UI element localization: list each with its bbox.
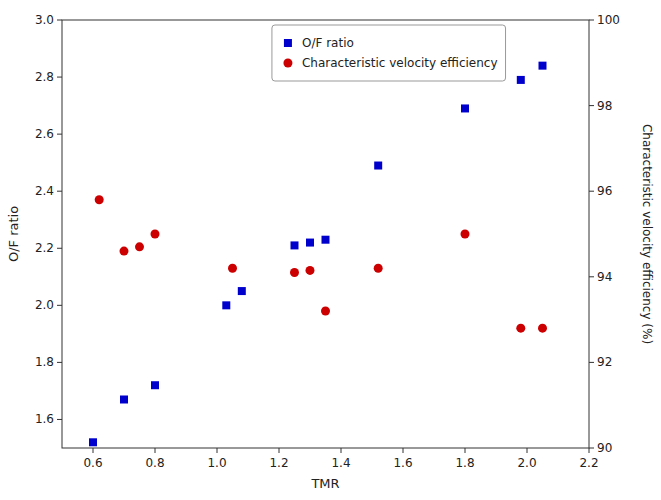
x-tick-label: 1.4 (331, 456, 350, 470)
legend-marker (283, 59, 292, 68)
point (238, 287, 246, 295)
x-tick (155, 448, 156, 453)
x-tick (341, 448, 342, 453)
point (95, 195, 104, 204)
x-tick (465, 448, 466, 453)
point (306, 266, 315, 275)
y-tick-label: 1.6 (35, 412, 54, 426)
x-tick (589, 448, 590, 453)
point (228, 264, 237, 273)
legend: O/F ratio Characteristic velocity efficie… (272, 25, 506, 81)
point (517, 76, 525, 84)
point (120, 247, 129, 256)
y2-axis-label: Characteristic velocity efficiency (%) (640, 124, 654, 344)
y2-tick (589, 191, 594, 192)
point (89, 438, 97, 446)
legend-label: O/F ratio (302, 36, 354, 50)
y-tick (57, 362, 62, 363)
series-0 (89, 62, 547, 447)
y-tick (57, 305, 62, 306)
y-tick (57, 20, 62, 21)
x-tick-label: 1.2 (269, 456, 288, 470)
x-tick-label: 1.0 (207, 456, 226, 470)
y-tick-label: 2.6 (35, 127, 54, 141)
y-tick-label: 1.8 (35, 355, 54, 369)
x-tick (217, 448, 218, 453)
legend-item: O/F ratio (284, 36, 354, 50)
y-tick-label: 2.0 (35, 298, 54, 312)
point (539, 62, 547, 70)
plot-area (89, 62, 547, 447)
point (222, 301, 230, 309)
plot-frame (62, 20, 589, 448)
y-tick-label: 3.0 (35, 13, 54, 27)
point (135, 242, 144, 251)
x-axis-label: TMR (310, 476, 339, 491)
chart: 0.6 0.8 1.0 1.2 1.4 1.6 1.8 2.0 2.2 1.6 1.8 2.0 2.2 2… (0, 0, 661, 500)
point (151, 230, 160, 239)
y2-tick-label: 92 (597, 355, 612, 369)
point (291, 241, 299, 249)
y2-tick (589, 448, 594, 449)
point (120, 395, 128, 403)
point (374, 162, 382, 170)
series-1 (95, 195, 547, 332)
x-tick (527, 448, 528, 453)
point (322, 236, 330, 244)
x-tick-label: 2.0 (517, 456, 536, 470)
y-tick (57, 77, 62, 78)
y-tick (57, 248, 62, 249)
y2-tick (589, 362, 594, 363)
point (538, 324, 547, 333)
y2-tick (589, 276, 594, 277)
point (374, 264, 383, 273)
legend-marker (284, 39, 292, 47)
y2-tick-label: 98 (597, 99, 612, 113)
x-tick-label: 2.2 (579, 456, 598, 470)
y-tick-label: 2.8 (35, 70, 54, 84)
y2-tick-label: 100 (597, 13, 620, 27)
point (516, 324, 525, 333)
point (461, 104, 469, 112)
y2-tick-label: 96 (597, 184, 612, 198)
point (306, 239, 314, 247)
legend-label: Characteristic velocity efficiency (302, 56, 498, 70)
x-tick-label: 1.8 (455, 456, 474, 470)
x-tick-label: 0.8 (145, 456, 164, 470)
y-tick (57, 419, 62, 420)
point (461, 230, 470, 239)
x-tick (403, 448, 404, 453)
x-tick-label: 0.6 (83, 456, 102, 470)
y-axis-label: O/F ratio (6, 206, 21, 262)
y-tick (57, 191, 62, 192)
point (321, 307, 330, 316)
point (290, 268, 299, 277)
point (151, 381, 159, 389)
x-tick (279, 448, 280, 453)
y-tick-label: 2.4 (35, 184, 54, 198)
y-tick-label: 2.2 (35, 241, 54, 255)
x-tick (93, 448, 94, 453)
x-tick-label: 1.6 (393, 456, 412, 470)
y2-tick-label: 94 (597, 270, 612, 284)
y2-tick (589, 20, 594, 21)
legend-box (272, 25, 506, 81)
y2-tick (589, 105, 594, 106)
y2-tick-label: 90 (597, 441, 612, 455)
legend-item: Characteristic velocity efficiency (283, 56, 497, 70)
y-tick (57, 134, 62, 135)
